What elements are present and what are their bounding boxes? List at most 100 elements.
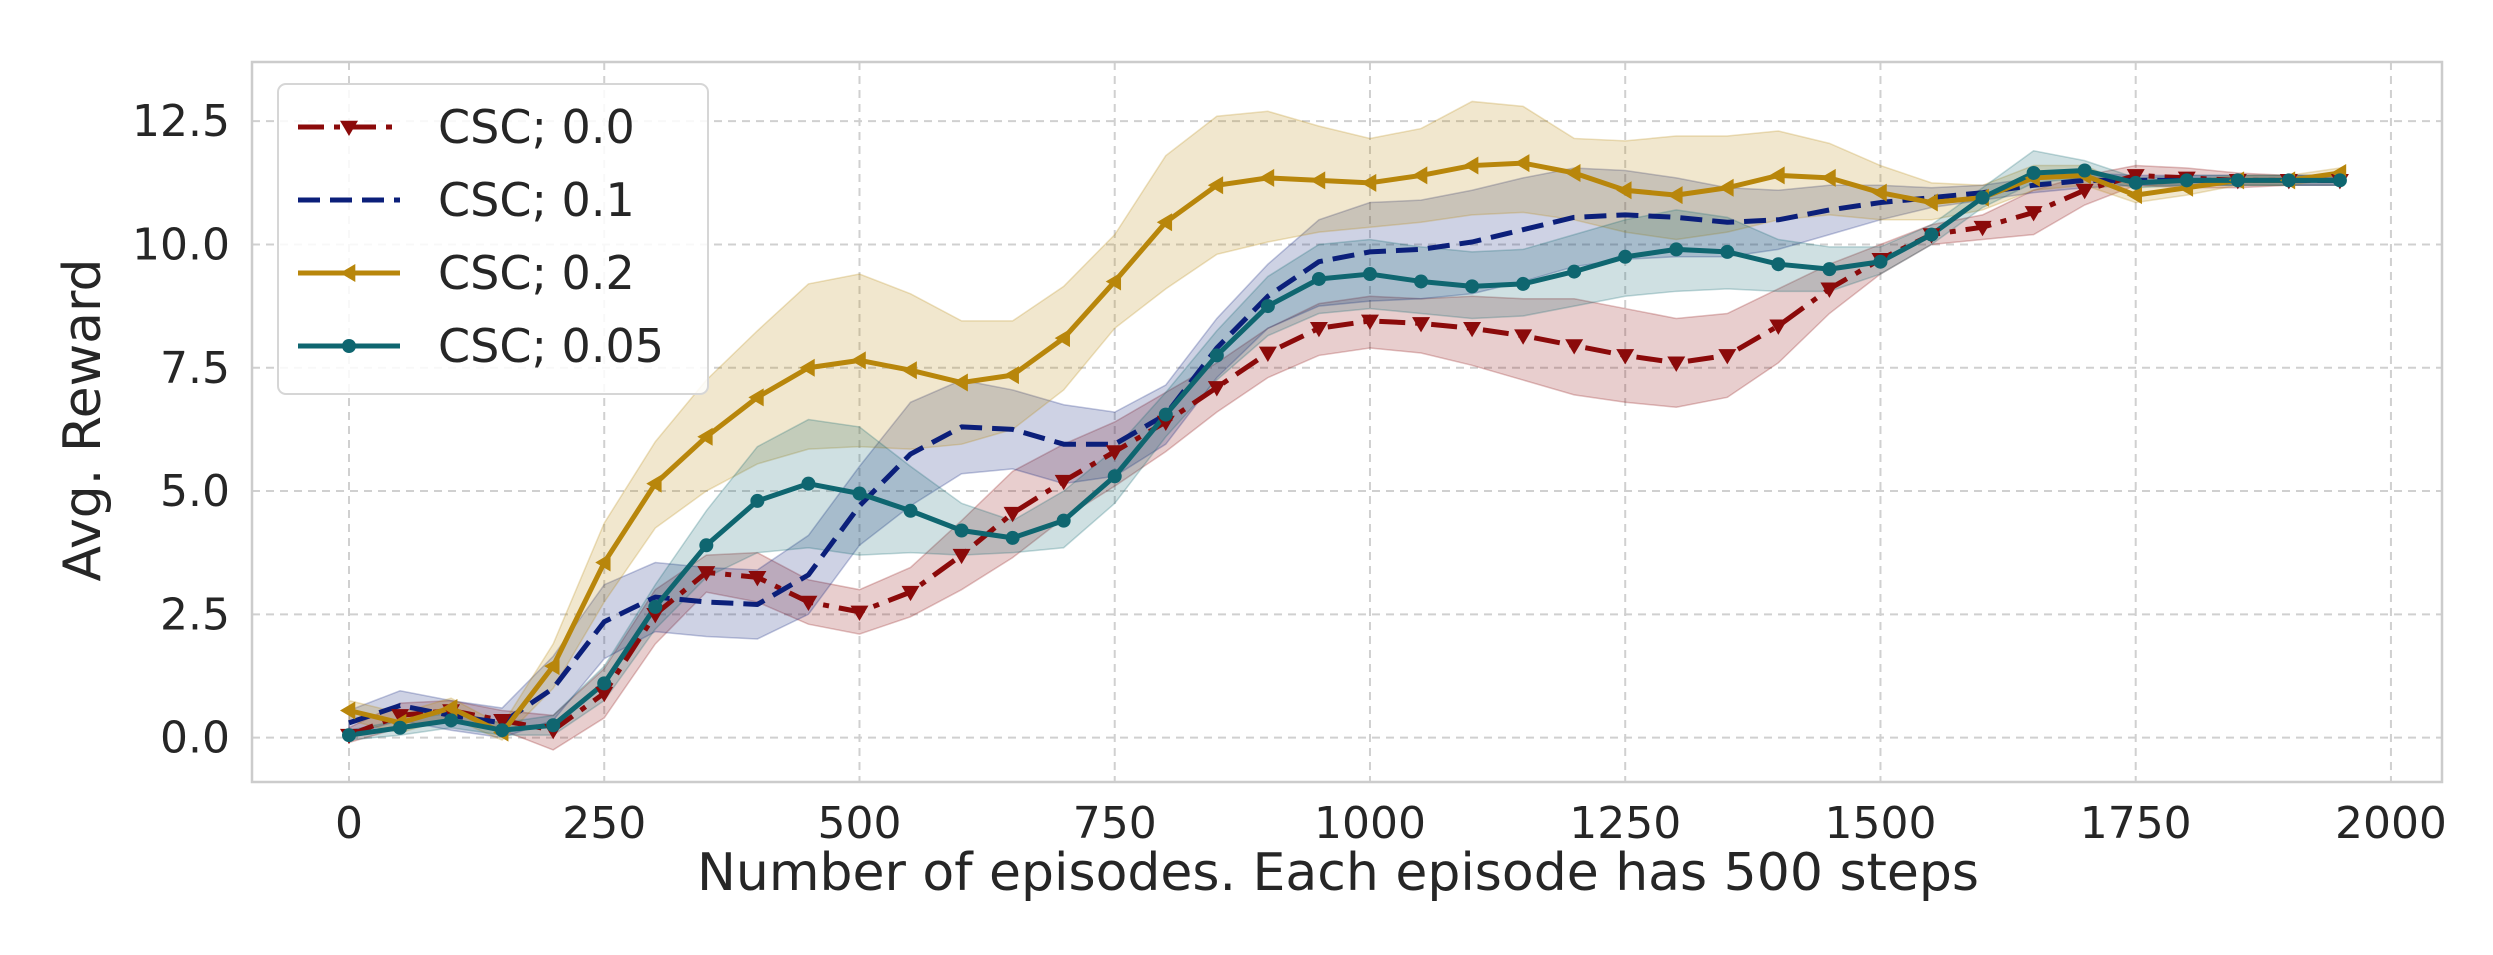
marker-csc-0-2 (697, 427, 713, 446)
marker-csc-0-2 (1258, 168, 1275, 187)
marker-csc-0-2 (850, 351, 866, 370)
marker-csc-0-2 (1156, 213, 1173, 232)
marker-csc-0-05 (1669, 242, 1684, 257)
legend-marker-csc-0-2 (340, 264, 356, 282)
marker-csc-0-2 (1718, 178, 1734, 197)
x-tick-label: 500 (817, 798, 901, 849)
marker-csc-0-0 (2024, 206, 2043, 222)
plot-frame (250, 60, 2444, 784)
legend: CSC; 0.0 CSC; 0.1 CSC; 0.2 CSC; 0.05 (277, 83, 709, 395)
marker-csc-0-05 (1516, 276, 1531, 291)
x-tick-label: 250 (562, 798, 646, 849)
marker-csc-0-2 (1105, 272, 1122, 291)
marker-csc-0-2 (1412, 166, 1428, 185)
legend-marker-csc-0-05 (342, 339, 356, 353)
marker-csc-0-05 (1362, 267, 1377, 282)
marker-csc-0-0 (391, 709, 410, 725)
x-tick-label: 1250 (1569, 798, 1681, 849)
marker-csc-0-05 (2332, 173, 2347, 188)
y-tick-label: 5.0 (160, 466, 230, 517)
marker-csc-0-0 (1054, 474, 1073, 491)
marker-csc-0-2 (442, 699, 458, 718)
legend-label-csc-0-05: CSC; 0.05 (438, 319, 664, 373)
marker-csc-0-05 (1618, 249, 1633, 264)
marker-csc-0-0 (1309, 322, 1328, 338)
marker-csc-0-05 (1975, 190, 1990, 205)
marker-csc-0-05 (1567, 264, 1582, 279)
marker-csc-0-2 (1667, 186, 1683, 205)
x-tick-label: 1500 (1824, 798, 1936, 849)
marker-csc-0-05 (1414, 274, 1429, 289)
marker-csc-0-0 (1003, 506, 1022, 523)
marker-csc-0-05 (495, 723, 510, 738)
marker-csc-0-2 (1003, 366, 1019, 385)
marker-csc-0-05 (1260, 299, 1275, 314)
marker-csc-0-0 (1565, 339, 1584, 355)
marker-csc-0-2 (646, 474, 662, 493)
marker-csc-0-0 (493, 714, 512, 730)
marker-csc-0-0 (1769, 319, 1788, 335)
marker-csc-0-05 (852, 486, 867, 501)
marker-csc-0-0 (1360, 314, 1379, 330)
legend-box (277, 83, 709, 395)
marker-csc-0-2 (1514, 154, 1530, 173)
marker-csc-0-05 (2128, 175, 2143, 190)
marker-csc-0-2 (1769, 166, 1785, 185)
marker-csc-0-2 (1309, 171, 1326, 190)
marker-csc-0-05 (1209, 348, 1224, 363)
marker-csc-0-05 (1465, 279, 1480, 294)
marker-csc-0-05 (750, 493, 765, 508)
marker-csc-0-05 (2179, 173, 2194, 188)
marker-csc-0-05 (801, 476, 816, 491)
marker-csc-0-2 (1616, 181, 1632, 200)
x-tick-label: 1000 (1314, 798, 1426, 849)
marker-csc-0-0 (1207, 381, 1226, 397)
marker-csc-0-0 (595, 686, 614, 703)
marker-csc-0-0 (952, 548, 971, 565)
marker-csc-0-2 (1871, 183, 1887, 202)
marker-csc-0-0 (1105, 445, 1124, 461)
marker-csc-0-0 (1463, 322, 1482, 338)
marker-csc-0-2 (2126, 186, 2143, 205)
marker-csc-0-2 (952, 373, 968, 392)
marker-csc-0-2 (1565, 163, 1581, 182)
marker-csc-0-0 (1412, 317, 1431, 333)
marker-csc-0-05 (1873, 254, 1888, 269)
legend-label-csc-0-1: CSC; 0.1 (438, 173, 635, 227)
marker-csc-0-05 (597, 676, 612, 691)
y-tick-label: 12.5 (132, 96, 230, 147)
x-axis-label: Number of episodes. Each episode has 500… (697, 843, 1979, 903)
marker-csc-0-0 (1718, 349, 1737, 365)
marker-csc-0-0 (697, 566, 716, 582)
legend-label-csc-0-0: CSC; 0.0 (438, 100, 635, 154)
marker-csc-0-05 (1822, 262, 1837, 277)
legend-label-csc-0-2: CSC; 0.2 (438, 246, 635, 300)
marker-csc-0-05 (546, 718, 561, 733)
marker-csc-0-05 (444, 713, 459, 728)
marker-csc-0-0 (748, 571, 767, 587)
y-tick-label: 7.5 (160, 343, 230, 394)
marker-csc-0-0 (1973, 220, 1992, 237)
marker-csc-0-2 (339, 701, 356, 720)
series-markers (339, 154, 2349, 745)
marker-csc-0-0 (850, 605, 869, 621)
marker-csc-0-0 (901, 585, 920, 602)
series-lines (348, 160, 2341, 738)
marker-csc-0-05 (1311, 271, 1326, 286)
marker-csc-0-05 (1056, 513, 1071, 528)
marker-csc-0-05 (2230, 173, 2245, 188)
marker-csc-0-05 (648, 599, 663, 614)
marker-csc-0-05 (954, 523, 969, 538)
marker-csc-0-05 (1005, 530, 1020, 545)
marker-csc-0-05 (1771, 257, 1786, 272)
marker-csc-0-05 (1107, 469, 1122, 484)
marker-csc-0-05 (699, 538, 714, 553)
y-tick-label: 10.0 (132, 219, 230, 270)
marker-csc-0-05 (903, 503, 918, 518)
marker-csc-0-05 (1158, 407, 1173, 422)
marker-csc-0-2 (799, 358, 815, 377)
marker-csc-0-2 (1820, 168, 1836, 187)
marker-csc-0-0 (1667, 356, 1686, 372)
marker-csc-0-2 (901, 361, 917, 380)
